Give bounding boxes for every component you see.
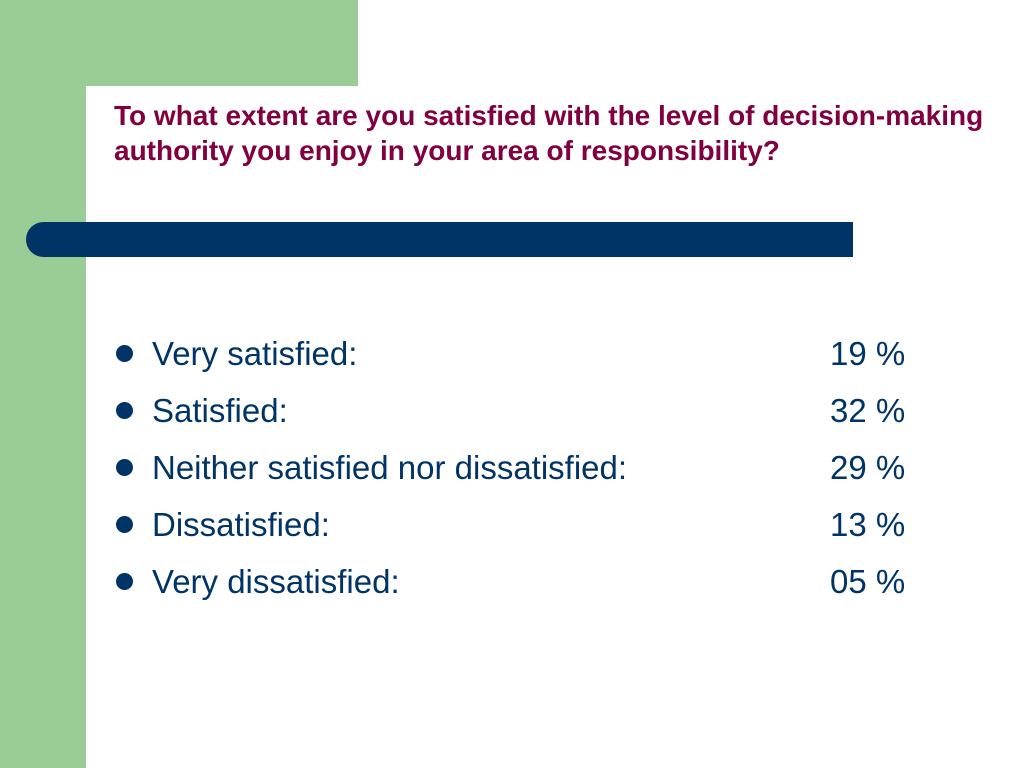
result-value: 19 % (830, 335, 906, 372)
result-item-satisfied: Satisfied: 32 % (114, 382, 954, 439)
results-list: Very satisfied: 19 % Satisfied: 32 % Nei… (114, 325, 954, 610)
result-value: 05 % (830, 563, 906, 600)
bullet-icon (116, 459, 133, 476)
result-label: Dissatisfied: (152, 506, 330, 543)
slide-title: To what extent are you satisfied with th… (114, 100, 984, 166)
bullet-icon (116, 573, 133, 590)
green-side-strip (0, 0, 86, 768)
green-top-block (0, 0, 358, 86)
result-label: Neither satisfied nor dissatisfied: (152, 449, 628, 486)
result-item-very-dissatisfied: Very dissatisfied: 05 % (114, 553, 954, 610)
bullet-icon (116, 402, 133, 419)
result-label: Very dissatisfied: (152, 563, 400, 600)
title-divider-bar (26, 222, 853, 257)
result-item-neither: Neither satisfied nor dissatisfied: 29 % (114, 439, 954, 496)
bullet-icon (116, 345, 133, 362)
result-label: Very satisfied: (152, 335, 358, 372)
result-value: 29 % (830, 449, 906, 486)
result-item-dissatisfied: Dissatisfied: 13 % (114, 496, 954, 553)
result-label: Satisfied: (152, 392, 288, 429)
bullet-icon (116, 516, 133, 533)
result-item-very-satisfied: Very satisfied: 19 % (114, 325, 954, 382)
result-value: 32 % (830, 392, 906, 429)
result-value: 13 % (830, 506, 906, 543)
